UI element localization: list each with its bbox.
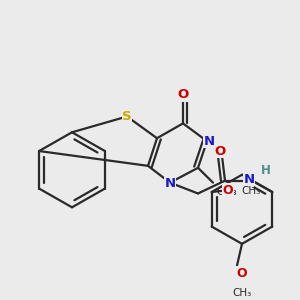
Text: O: O (177, 88, 189, 101)
Text: O: O (214, 145, 226, 158)
Text: H: H (261, 164, 271, 177)
Text: CH₃: CH₃ (242, 186, 261, 196)
Text: CH₃: CH₃ (216, 187, 237, 196)
Text: N: N (203, 135, 214, 148)
Text: O: O (237, 267, 247, 280)
Text: N: N (243, 173, 255, 186)
Text: S: S (122, 110, 132, 123)
Text: CH₃: CH₃ (232, 288, 252, 298)
Text: N: N (164, 177, 175, 190)
Text: O: O (222, 184, 233, 196)
